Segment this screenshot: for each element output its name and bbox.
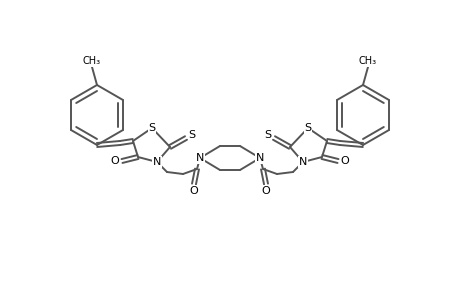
Text: N: N (196, 153, 204, 163)
Text: CH₃: CH₃ (83, 56, 101, 66)
Text: N: N (152, 157, 161, 167)
Text: S: S (188, 130, 195, 140)
Text: N: N (255, 153, 263, 163)
Text: N: N (298, 157, 307, 167)
Text: S: S (264, 130, 271, 140)
Text: O: O (340, 156, 349, 166)
Text: CH₃: CH₃ (358, 56, 376, 66)
Text: O: O (189, 186, 198, 196)
Text: S: S (304, 123, 311, 133)
Text: S: S (148, 123, 155, 133)
Text: O: O (261, 186, 270, 196)
Text: O: O (110, 156, 119, 166)
